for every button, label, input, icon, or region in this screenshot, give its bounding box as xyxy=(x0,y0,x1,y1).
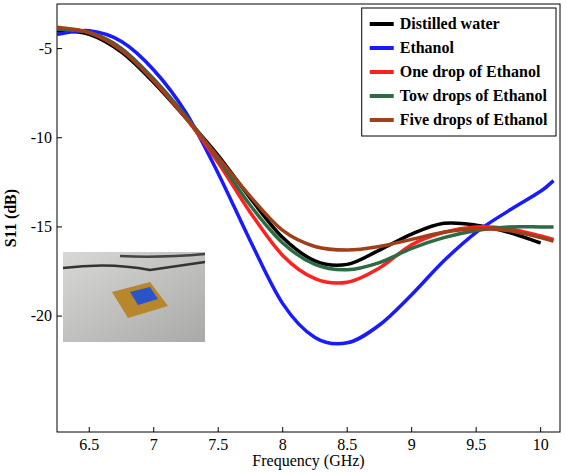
inset-photo xyxy=(63,252,205,342)
legend-label: Tow drops of Ethanol xyxy=(400,87,548,105)
legend-swatch xyxy=(370,22,394,26)
x-tick-label: 8.5 xyxy=(337,436,357,453)
x-tick-label: 10 xyxy=(533,436,549,453)
legend-box xyxy=(362,8,556,136)
legend-swatch xyxy=(370,94,394,98)
x-tick xyxy=(218,427,219,432)
x-tick-label: 9.5 xyxy=(466,436,486,453)
photo-cable xyxy=(63,262,205,270)
x-tick xyxy=(153,427,154,432)
x-tick xyxy=(540,427,541,432)
photo-board xyxy=(112,282,168,318)
x-tick xyxy=(411,427,412,432)
y-tick-label: -10 xyxy=(31,129,52,146)
legend-label: Five drops of Ethanol xyxy=(400,111,548,129)
photo-cable xyxy=(120,254,205,257)
x-tick xyxy=(476,427,477,432)
x-tick xyxy=(347,427,348,432)
legend-swatch xyxy=(370,118,394,122)
photo-bg xyxy=(63,252,205,342)
legend-label: Distilled water xyxy=(400,15,500,32)
x-tick-label: 8 xyxy=(279,436,287,453)
y-tick xyxy=(57,316,62,317)
x-tick-label: 7.5 xyxy=(208,436,228,453)
y-tick xyxy=(57,48,62,49)
legend-swatch xyxy=(370,70,394,74)
y-tick-label: -20 xyxy=(31,307,52,324)
legend-swatch xyxy=(370,46,394,50)
x-tick-label: 7 xyxy=(150,436,158,453)
chart: 6.5 7 7.5 8 8.5 9 9.5 10 -20 -15 -10 -5 Frequency (G… xyxy=(0,0,567,472)
legend-label: One drop of Ethanol xyxy=(400,63,541,81)
photo-patch xyxy=(130,287,158,305)
y-tick xyxy=(57,226,62,227)
y-axis-title: S11 (dB) xyxy=(2,189,20,247)
y-tick-label: -15 xyxy=(31,218,52,235)
x-tick-label: 9 xyxy=(408,436,416,453)
x-tick xyxy=(89,427,90,432)
plot-frame xyxy=(57,4,560,432)
legend: Distilled water Ethanol One drop of Ethano… xyxy=(362,8,556,136)
lines xyxy=(57,27,554,344)
legend-label: Ethanol xyxy=(400,39,455,56)
y-tick-label: -5 xyxy=(39,40,52,57)
y-tick xyxy=(57,137,62,138)
x-tick-label: 6.5 xyxy=(79,436,99,453)
series-line xyxy=(57,29,554,270)
x-axis-title: Frequency (GHz) xyxy=(252,452,364,470)
x-tick xyxy=(282,427,283,432)
series-line xyxy=(57,31,554,344)
